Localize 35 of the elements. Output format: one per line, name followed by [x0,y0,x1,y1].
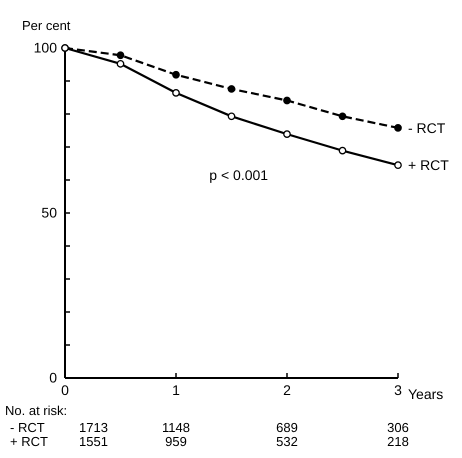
point [172,89,180,97]
text: 218 [387,434,409,449]
point [394,161,402,169]
text: 306 [387,420,409,435]
point [116,60,124,68]
x-tick-label: 2 [283,382,292,398]
y-tick-label: 0 [49,369,58,386]
point [228,112,236,120]
text: 1713 [79,420,108,435]
text: 959 [165,434,187,449]
x-tick-label: 1 [172,382,180,398]
point [116,51,124,60]
text: + RCT [10,434,48,449]
text: 1148 [162,420,190,435]
point [228,85,236,93]
series-label: - RCT [408,120,446,136]
point [394,124,402,132]
text: 532 [276,434,298,449]
y-tick-label: 100 [34,39,58,56]
text: - RCT [10,420,45,435]
y-tick-label: 50 [41,204,58,220]
point [283,96,291,104]
point [283,130,291,138]
text: 1551 [79,434,108,449]
point [172,70,180,79]
text: 689 [276,420,298,435]
point [338,112,346,120]
x-axis-title: Years [408,386,444,402]
x-tick-label: 0 [61,382,70,398]
series-label: + RCT [408,157,450,174]
x-tick-label: 3 [394,382,402,398]
point [338,146,346,154]
annotation: p < 0.001 [209,167,268,183]
y-axis-title: Per cent [22,18,71,33]
text: No. at risk: [5,403,68,418]
